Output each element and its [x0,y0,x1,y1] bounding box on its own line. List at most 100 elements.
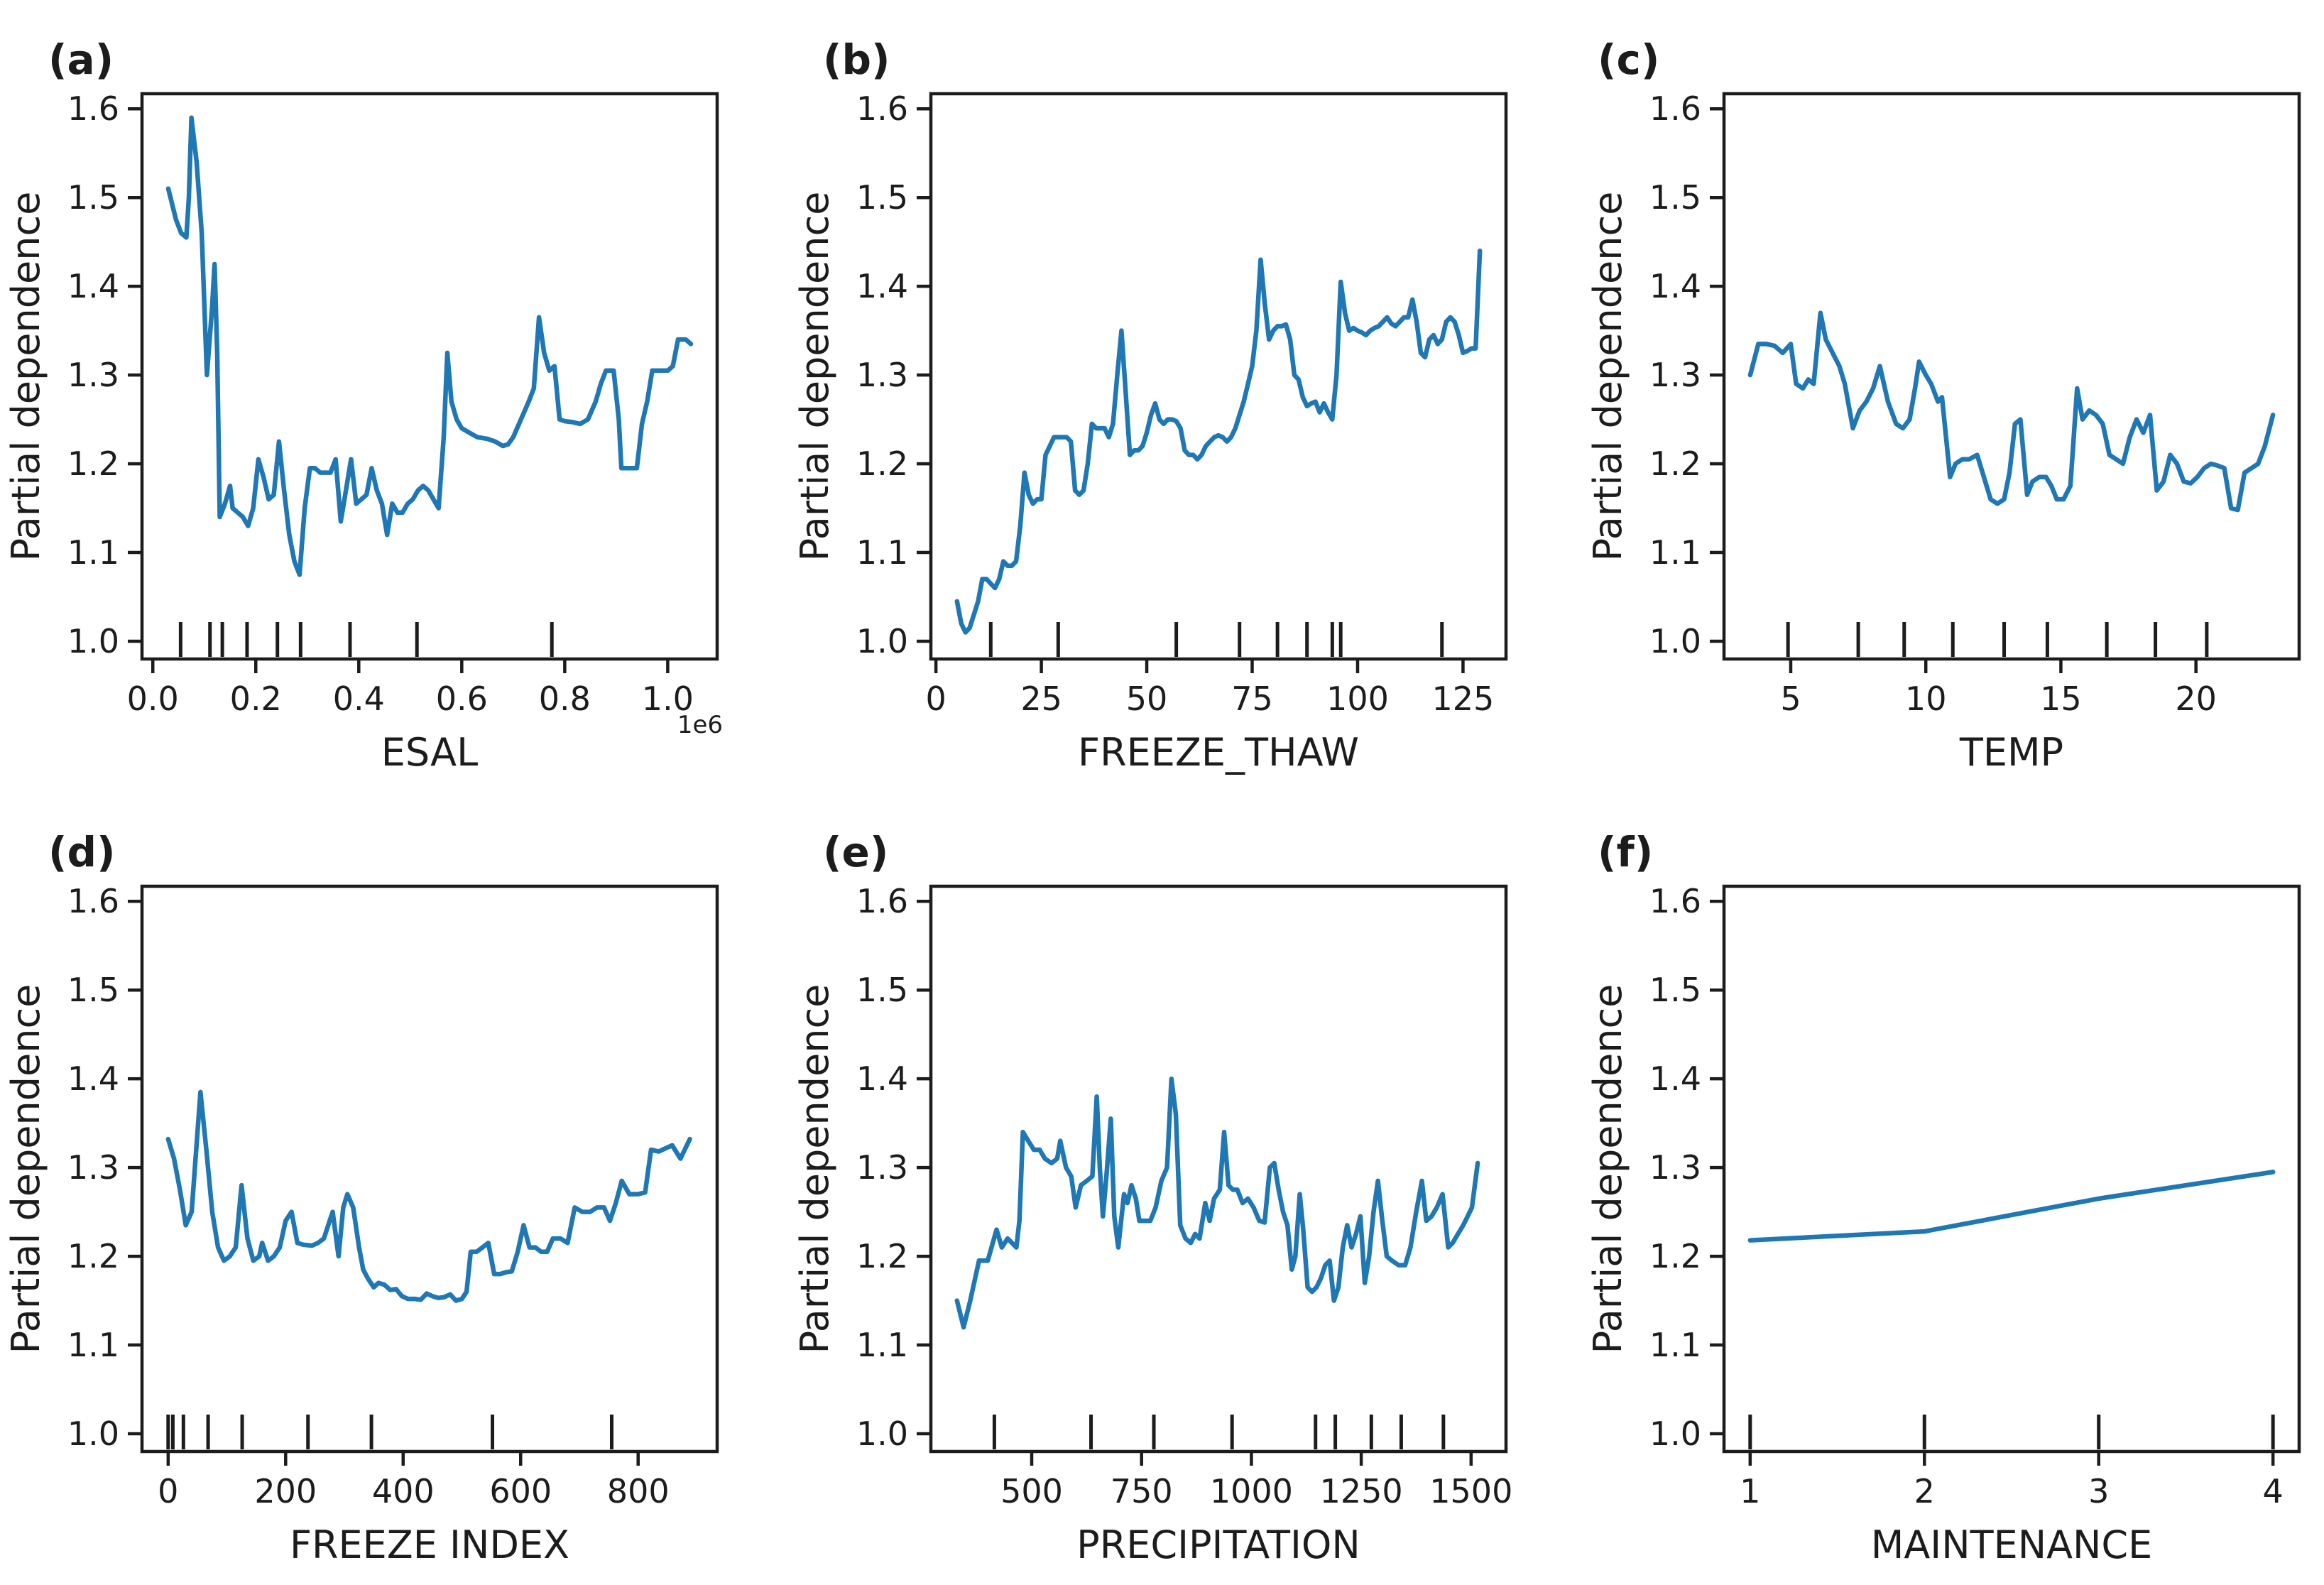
axis-frame [140,92,719,661]
y-tick-label: 1.2 [67,1237,119,1275]
y-tick-label: 1.0 [856,1415,908,1453]
y-tick-label: 1.5 [1649,971,1701,1009]
panel-c: (c) 1.0 1.1 1.2 1.3 1.4 1.5 1.6 5 10 15 20 TEMP Parti… [1549,0,2324,792]
axis-frame [1722,884,2301,1454]
y-tick-label: 1.6 [1649,882,1701,920]
x-tick-label: 0.0 [127,680,179,718]
y-tick-label: 1.0 [1649,622,1701,660]
y-tick-label: 1.3 [1649,356,1701,394]
x-tick-label: 200 [254,1472,317,1510]
panel-b: (b) 1.0 1.1 1.2 1.3 1.4 1.5 1.6 0 25 50 75 100 125 FRE… [775,0,1549,792]
panel-d-chart: (d) 1.0 1.1 1.2 1.3 1.4 1.5 1.6 0 200 400 600 800 FRE… [4,828,719,1567]
panel-a-chart: (a) 1.0 1.1 1.2 1.3 1.4 1.5 1.6 0.0 0.2 0.4 0.6 0.8 1… [4,36,723,775]
panel-e: (e) 1.0 1.1 1.2 1.3 1.4 1.5 1.6 500 750 1000 1250 15… [775,792,1549,1585]
x-tick-label: 0 [158,1472,178,1510]
pdp-line [1747,1170,2276,1243]
x-tick-label: 15 [2040,680,2082,718]
panel-b-chart: (b) 1.0 1.1 1.2 1.3 1.4 1.5 1.6 0 25 50 75 100 125 FRE… [792,36,1508,775]
pdp-line [165,1089,692,1303]
x-tick-label: 1250 [1320,1472,1403,1510]
panel-c-chart: (c) 1.0 1.1 1.2 1.3 1.4 1.5 1.6 5 10 15 20 TEMP Parti… [1586,36,2301,775]
y-tick-label: 1.6 [856,882,908,920]
panel-letter: (b) [823,36,890,84]
y-axis-label: Partial dependence [1586,984,1630,1354]
x-tick-label: 4 [2263,1472,2284,1510]
panel-f: (f) 1.0 1.1 1.2 1.3 1.4 1.5 1.6 1 2 3 4 MAINTENANCE P… [1549,792,2324,1585]
pdp-line [954,1076,1480,1330]
y-tick-label: 1.0 [856,622,908,660]
y-tick-label: 1.6 [67,89,119,128]
y-tick-label: 1.6 [856,89,908,128]
x-tick-label: 20 [2175,680,2217,718]
y-tick-label: 1.2 [856,445,908,483]
x-tick-label: 0.8 [539,680,591,718]
y-tick-label: 1.2 [1649,445,1701,483]
x-tick-label: 75 [1231,680,1273,718]
x-tick-label: 0 [925,680,946,718]
y-tick-label: 1.5 [856,178,908,217]
panel-f-chart: (f) 1.0 1.1 1.2 1.3 1.4 1.5 1.6 1 2 3 4 MAINTENANCE P… [1586,828,2301,1567]
y-tick-label: 1.3 [1649,1148,1701,1187]
x-tick-label: 50 [1126,680,1168,718]
x-tick-label: 25 [1020,680,1062,718]
x-tick-label: 400 [372,1472,435,1510]
x-tick-label: 600 [489,1472,552,1510]
y-tick-label: 1.5 [67,178,119,217]
y-tick-label: 1.3 [856,1148,908,1187]
y-tick-label: 1.2 [856,1237,908,1275]
x-axis-label: TEMP [1959,730,2063,775]
y-tick-label: 1.1 [856,533,908,572]
x-tick-label: 3 [2088,1472,2109,1510]
y-tick-label: 1.2 [1649,1237,1701,1275]
panel-letter: (f) [1598,828,1653,876]
y-tick-label: 1.3 [856,356,908,394]
y-tick-label: 1.5 [856,971,908,1009]
y-tick-label: 1.4 [856,1060,908,1098]
x-tick-label: 0.2 [230,680,282,718]
panel-letter: (c) [1598,36,1659,84]
y-tick-label: 1.0 [67,1415,119,1453]
pdp-line [165,115,694,577]
y-tick-label: 1.1 [67,533,119,572]
y-tick-label: 1.4 [1649,267,1701,305]
x-tick-label: 2 [1914,1472,1935,1510]
y-tick-label: 1.0 [67,622,119,660]
panel-e-chart: (e) 1.0 1.1 1.2 1.3 1.4 1.5 1.6 500 750 1000 1250 15… [792,828,1512,1567]
y-axis-label: Partial dependence [792,984,837,1354]
x-tick-label: 1000 [1210,1472,1293,1510]
y-axis-label: Partial dependence [4,984,48,1354]
axis-frame [929,884,1508,1454]
axis-offset-text: 1e6 [677,711,723,739]
x-tick-label: 1.0 [642,680,694,718]
x-tick-label: 0.6 [436,680,488,718]
panel-d: (d) 1.0 1.1 1.2 1.3 1.4 1.5 1.6 0 200 400 600 800 FRE… [0,792,775,1585]
x-axis-label: FREEZE INDEX [290,1523,569,1567]
pdp-line [1747,310,2276,513]
y-tick-label: 1.6 [1649,89,1701,128]
pdp-line [954,248,1483,635]
panel-letter: (d) [48,828,116,876]
y-tick-label: 1.1 [1649,1326,1701,1364]
x-axis-label: MAINTENANCE [1871,1523,2153,1567]
y-tick-label: 1.6 [67,882,119,920]
x-tick-label: 100 [1326,680,1389,718]
x-tick-label: 0.4 [333,680,385,718]
x-tick-label: 10 [1905,680,1947,718]
y-axis-label: Partial dependence [4,192,48,562]
axis-frame [929,92,1508,661]
y-axis-label: Partial dependence [792,192,837,562]
x-axis-label: FREEZE_THAW [1078,730,1359,775]
y-tick-label: 1.1 [1649,533,1701,572]
x-tick-label: 5 [1780,680,1801,718]
y-tick-label: 1.2 [67,445,119,483]
y-tick-label: 1.4 [67,1060,119,1098]
y-tick-label: 1.1 [856,1326,908,1364]
x-tick-label: 125 [1432,680,1495,718]
x-tick-label: 1500 [1429,1472,1512,1510]
x-tick-label: 500 [1000,1472,1063,1510]
panel-letter: (e) [823,828,888,876]
x-tick-label: 800 [607,1472,670,1510]
y-tick-label: 1.1 [67,1326,119,1364]
y-tick-label: 1.3 [67,356,119,394]
